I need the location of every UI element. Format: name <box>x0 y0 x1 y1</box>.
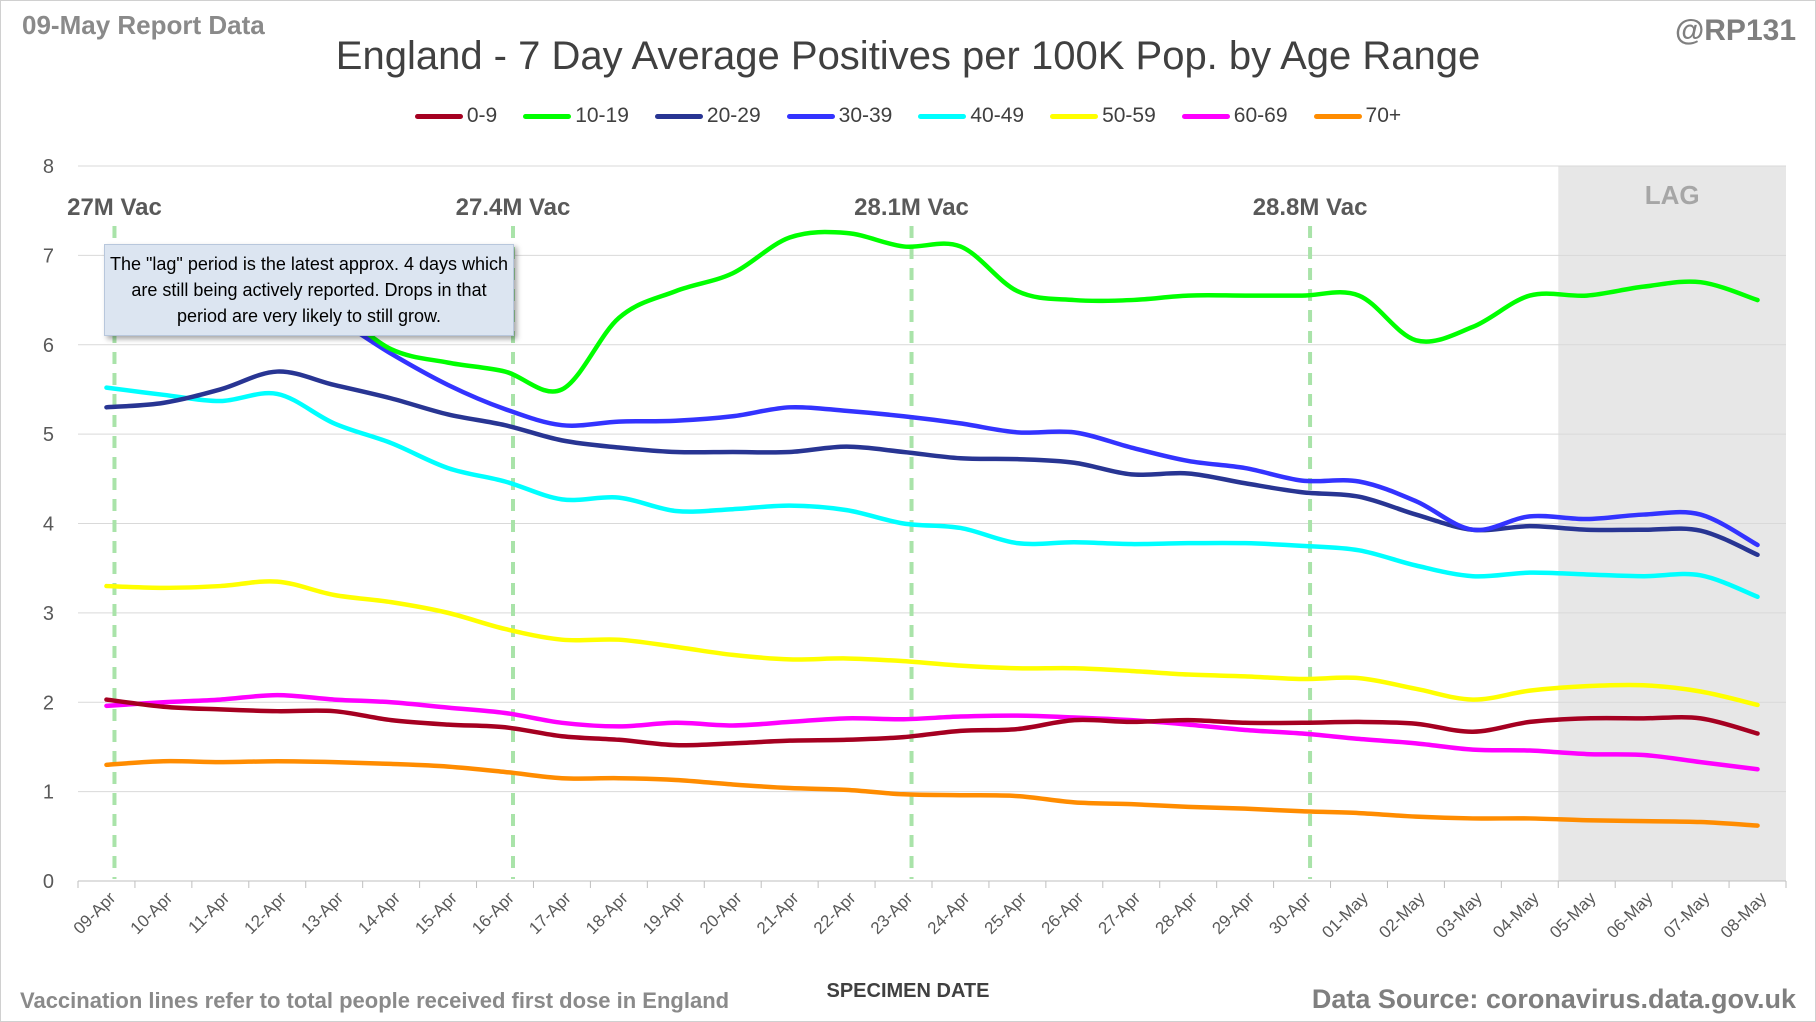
legend-item-20-29: 20-29 <box>654 104 761 128</box>
legend-item-40-49: 40-49 <box>918 104 1024 128</box>
vaccination-footnote: Vaccination lines refer to total people … <box>20 988 730 1013</box>
legend-swatch <box>786 113 835 119</box>
x-tick-label: 27-Apr <box>1095 888 1145 938</box>
legend-swatch <box>918 113 967 119</box>
legend-label: 20-29 <box>706 104 761 127</box>
vaccination-marker-label: 28.1M Vac <box>854 194 969 221</box>
x-tick-label: 21-Apr <box>753 888 803 938</box>
vaccination-marker-label: 27.4M Vac <box>456 194 571 221</box>
x-tick-label: 12-Apr <box>241 888 291 938</box>
x-tick-label: 09-Apr <box>70 888 120 938</box>
x-tick-label: 16-Apr <box>468 888 518 938</box>
series-line-70+ <box>104 758 1760 828</box>
chart-title: England - 7 Day Average Positives per 10… <box>335 34 1481 78</box>
series-line-40-49 <box>104 385 1760 600</box>
y-tick-label: 8 <box>43 156 54 178</box>
y-tick-label: 6 <box>43 335 54 357</box>
y-tick-label: 3 <box>43 603 54 625</box>
legend-item-0-9: 0-9 <box>414 104 498 128</box>
y-tick-label: 7 <box>43 245 54 267</box>
x-tick-label: 28-Apr <box>1152 888 1202 938</box>
x-tick-label: 26-Apr <box>1038 888 1088 938</box>
x-tick-label: 10-Apr <box>127 888 177 938</box>
x-tick-label: 19-Apr <box>639 888 689 938</box>
x-tick-label: 24-Apr <box>924 888 974 938</box>
data-source-credit: Data Source: coronavirus.data.gov.uk <box>1311 984 1796 1014</box>
y-tick-label: 0 <box>43 871 54 893</box>
x-tick-label: 07-May <box>1660 888 1714 942</box>
x-tick-label: 15-Apr <box>411 888 461 938</box>
legend-swatch <box>654 113 703 119</box>
legend-label: 40-49 <box>970 104 1025 127</box>
series-line-30-39 <box>104 270 1760 548</box>
legend-swatch <box>523 113 572 119</box>
vaccination-marker-label: 27M Vac <box>67 194 162 221</box>
legend-label: 70+ <box>1365 104 1402 127</box>
author-handle: @RP131 <box>1675 14 1796 47</box>
series-line-60-69 <box>104 692 1760 772</box>
report-date-label: 09-May Report Data <box>22 10 265 40</box>
x-tick-label: 25-Apr <box>981 888 1031 938</box>
legend-swatch <box>414 113 463 119</box>
series-line-10-19 <box>104 229 1760 394</box>
x-tick-label: 11-Apr <box>185 888 234 937</box>
y-tick-label: 1 <box>43 782 54 804</box>
x-tick-label: 03-May <box>1432 888 1486 942</box>
x-tick-label: 04-May <box>1489 888 1543 942</box>
y-tick-label: 5 <box>43 424 54 446</box>
legend-item-50-59: 50-59 <box>1050 104 1156 128</box>
chart-legend: 0-9 10-19 20-29 30-39 40-49 50-59 60-69 70+ <box>0 104 1816 128</box>
x-tick-label: 05-May <box>1546 888 1600 942</box>
series-line-0-9 <box>104 697 1760 748</box>
x-tick-label: 13-Apr <box>298 888 348 938</box>
x-tick-label: 08-May <box>1717 888 1771 942</box>
legend-label: 0-9 <box>466 104 498 127</box>
lag-explanation-note: The "lag" period is the latest approx. 4… <box>104 244 514 336</box>
legend-swatch <box>1313 113 1362 119</box>
legend-label: 30-39 <box>838 104 893 127</box>
legend-item-30-39: 30-39 <box>786 104 893 128</box>
x-tick-label: 29-Apr <box>1208 888 1258 938</box>
x-tick-label: 22-Apr <box>810 888 860 938</box>
y-tick-label: 4 <box>43 514 54 536</box>
y-tick-label: 2 <box>43 692 54 714</box>
x-tick-label: 14-Apr <box>354 888 404 938</box>
series-line-50-59 <box>104 579 1760 708</box>
legend-label: 10-19 <box>575 104 629 127</box>
legend-item-10-19: 10-19 <box>523 104 629 128</box>
legend-swatch <box>1050 113 1099 119</box>
legend-label: 60-69 <box>1233 104 1288 127</box>
x-tick-label: 06-May <box>1603 888 1657 942</box>
lag-label: LAG <box>1645 180 1700 210</box>
x-tick-label: 23-Apr <box>867 888 917 938</box>
x-tick-label: 30-Apr <box>1265 888 1315 938</box>
legend-label: 50-59 <box>1102 104 1156 127</box>
x-tick-label: 20-Apr <box>696 888 746 938</box>
x-tick-label: 17-Apr <box>525 888 575 938</box>
x-axis-title: SPECIMEN DATE <box>826 980 990 1002</box>
x-tick-label: 02-May <box>1375 888 1429 942</box>
legend-item-70+: 70+ <box>1313 104 1402 128</box>
x-tick-label: 01-May <box>1318 888 1372 942</box>
legend-item-60-69: 60-69 <box>1181 104 1288 128</box>
legend-swatch <box>1181 113 1230 119</box>
vaccination-marker-label: 28.8M Vac <box>1253 194 1368 221</box>
x-tick-label: 18-Apr <box>582 888 632 938</box>
